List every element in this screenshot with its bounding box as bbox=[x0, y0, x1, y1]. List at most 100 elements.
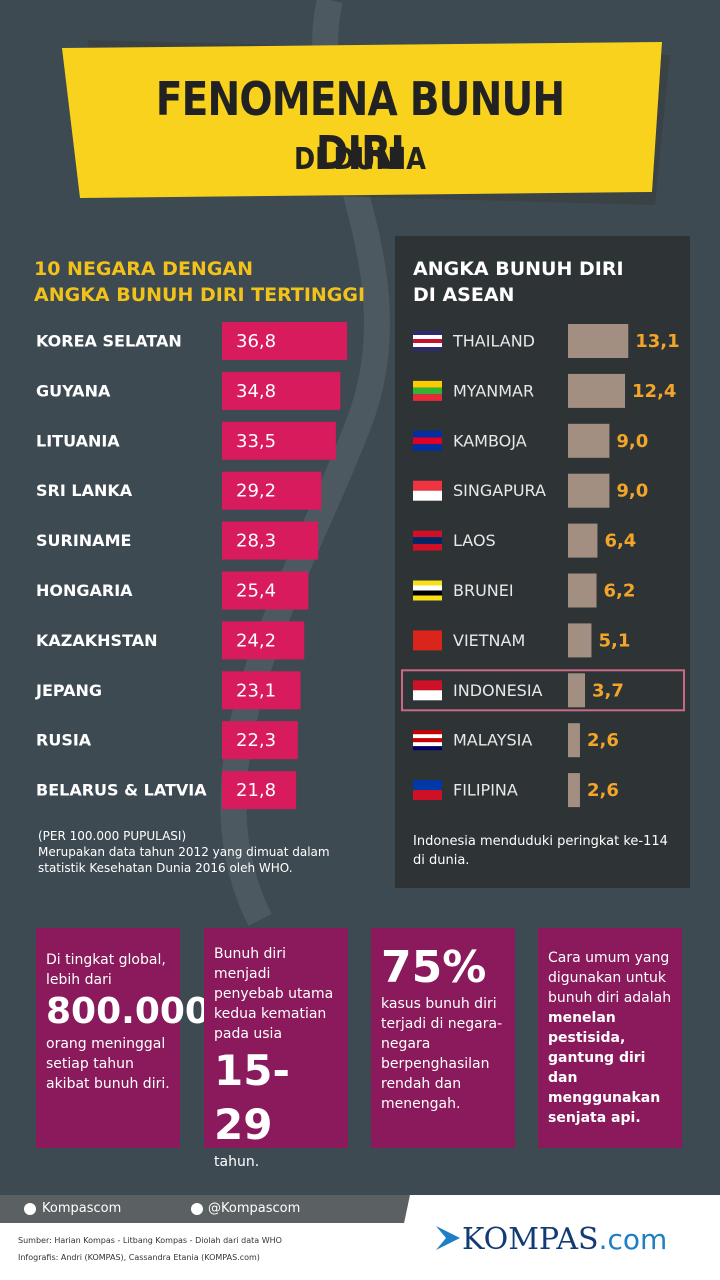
box-big: 800.000 bbox=[46, 991, 210, 1032]
category-label: INDONESIA bbox=[453, 681, 543, 700]
bar bbox=[568, 373, 626, 408]
bar bbox=[222, 421, 336, 460]
value-label: 13,1 bbox=[635, 331, 679, 352]
flag bbox=[413, 730, 442, 735]
logo-suffix: .com bbox=[598, 1223, 668, 1256]
left-notes: (PER 100.000 PUPULASI) Merupakan data ta… bbox=[38, 828, 338, 876]
value-label: 29,2 bbox=[236, 481, 276, 502]
flag bbox=[413, 331, 442, 335]
bar bbox=[568, 623, 592, 658]
logo-mark bbox=[436, 1226, 460, 1250]
category-label: HONGARIA bbox=[36, 581, 133, 600]
stat-box: Bunuh diri menjadi penyebab utama kedua … bbox=[204, 928, 348, 1170]
value-label: 9,0 bbox=[616, 481, 648, 502]
category-label: KAZAKHSTAN bbox=[36, 631, 158, 650]
box-text: orang meninggal setiap tahun akibat bunu… bbox=[46, 1036, 170, 1092]
flag bbox=[413, 595, 442, 601]
stat-box: Di tingkat global, lebih dari 800.000 or… bbox=[36, 928, 210, 1148]
flag bbox=[413, 537, 442, 544]
flag bbox=[413, 790, 442, 801]
bar bbox=[568, 423, 610, 458]
box-big: 15-29 bbox=[214, 1046, 290, 1149]
flag bbox=[413, 343, 442, 347]
flag bbox=[413, 444, 442, 451]
note: Merupakan data tahun 2012 yang dimuat da… bbox=[38, 845, 330, 875]
box-text: Di tingkat global, lebih dari bbox=[46, 952, 166, 988]
value-label: 25,4 bbox=[236, 581, 276, 602]
bar bbox=[222, 471, 322, 510]
category-label: GUYANA bbox=[36, 381, 111, 400]
value-label: 36,8 bbox=[236, 331, 276, 352]
flag bbox=[413, 480, 442, 491]
asean-panel bbox=[395, 236, 690, 888]
category-label: RUSIA bbox=[36, 731, 92, 750]
bar bbox=[222, 371, 341, 410]
logo-name: KOMPAS bbox=[462, 1222, 599, 1257]
value-label: 28,3 bbox=[236, 531, 276, 552]
value-label: 3,7 bbox=[592, 680, 624, 701]
value-label: 9,0 bbox=[616, 431, 648, 452]
heading-line: ANGKA BUNUH DIRI TERTINGGI bbox=[34, 284, 366, 306]
heading-line: 10 NEGARA DENGAN bbox=[34, 258, 254, 280]
value-label: 2,6 bbox=[587, 730, 619, 751]
value-label: 2,6 bbox=[587, 780, 619, 801]
bar bbox=[222, 571, 309, 610]
flag bbox=[413, 347, 442, 351]
flag bbox=[413, 339, 442, 343]
category-label: THAILAND bbox=[452, 332, 535, 351]
banner bbox=[62, 42, 662, 198]
flag bbox=[413, 387, 442, 395]
left-heading: 10 NEGARA DENGAN ANGKA BUNUH DIRI TERTIN… bbox=[34, 256, 365, 308]
value-label: 5,1 bbox=[598, 630, 630, 651]
box-bold: menelan pestisida, gantung diri dan meng… bbox=[548, 1010, 661, 1126]
box-text: Cara umum yang digunakan untuk bunuh dir… bbox=[548, 950, 672, 1006]
flag bbox=[413, 335, 442, 339]
bar bbox=[568, 473, 610, 508]
value-label: 21,8 bbox=[236, 780, 276, 801]
category-label: LITUANIA bbox=[36, 431, 120, 450]
category-label: LAOS bbox=[453, 531, 496, 550]
flag bbox=[413, 530, 442, 538]
flag bbox=[413, 738, 442, 743]
right-heading: ANGKA BUNUH DIRI DI ASEAN bbox=[413, 256, 624, 308]
twitter-handle: @Kompascom bbox=[208, 1201, 301, 1216]
value-label: 6,2 bbox=[604, 581, 636, 602]
bar bbox=[222, 322, 348, 360]
flag bbox=[413, 543, 442, 551]
facebook-icon bbox=[24, 1203, 36, 1215]
flag bbox=[413, 680, 442, 691]
charts: KOREA SELATAN 36,8 GUYANA 34,8 LITUANIA 33,5 S… bbox=[35, 322, 685, 810]
category-label: JEPANG bbox=[35, 681, 102, 700]
flag bbox=[413, 394, 442, 401]
subtitle: DI DUNIA bbox=[294, 142, 426, 177]
bar bbox=[222, 521, 319, 560]
category-label: VIETNAM bbox=[453, 631, 525, 650]
flag bbox=[413, 430, 442, 438]
logo-bg bbox=[392, 1195, 720, 1280]
category-label: SINGAPURA bbox=[453, 481, 546, 500]
value-label: 23,1 bbox=[236, 680, 276, 701]
stat-box: Cara umum yang digunakan untuk bunuh dir… bbox=[538, 928, 682, 1148]
bar bbox=[222, 621, 305, 660]
flag bbox=[413, 734, 442, 739]
bar bbox=[222, 771, 297, 810]
bar bbox=[568, 573, 597, 608]
box-big: 75% bbox=[381, 942, 487, 993]
flag bbox=[413, 742, 442, 747]
twitter-icon bbox=[191, 1203, 203, 1215]
value-label: 34,8 bbox=[236, 381, 276, 402]
flag bbox=[413, 437, 442, 445]
title: FENOMENA BUNUH DIRI bbox=[155, 72, 565, 180]
bar bbox=[568, 673, 586, 708]
flag bbox=[413, 746, 442, 751]
category-label: BRUNEI bbox=[453, 581, 514, 600]
value-label: 6,4 bbox=[604, 531, 636, 552]
flag bbox=[413, 630, 442, 651]
category-label: MYANMAR bbox=[453, 381, 534, 400]
right-note: Indonesia menduduki peringkat ke-114 di … bbox=[413, 834, 668, 868]
flag bbox=[413, 780, 442, 791]
bar bbox=[568, 523, 598, 558]
flag bbox=[413, 490, 442, 501]
category-label: BELARUS & LATVIA bbox=[36, 781, 207, 800]
